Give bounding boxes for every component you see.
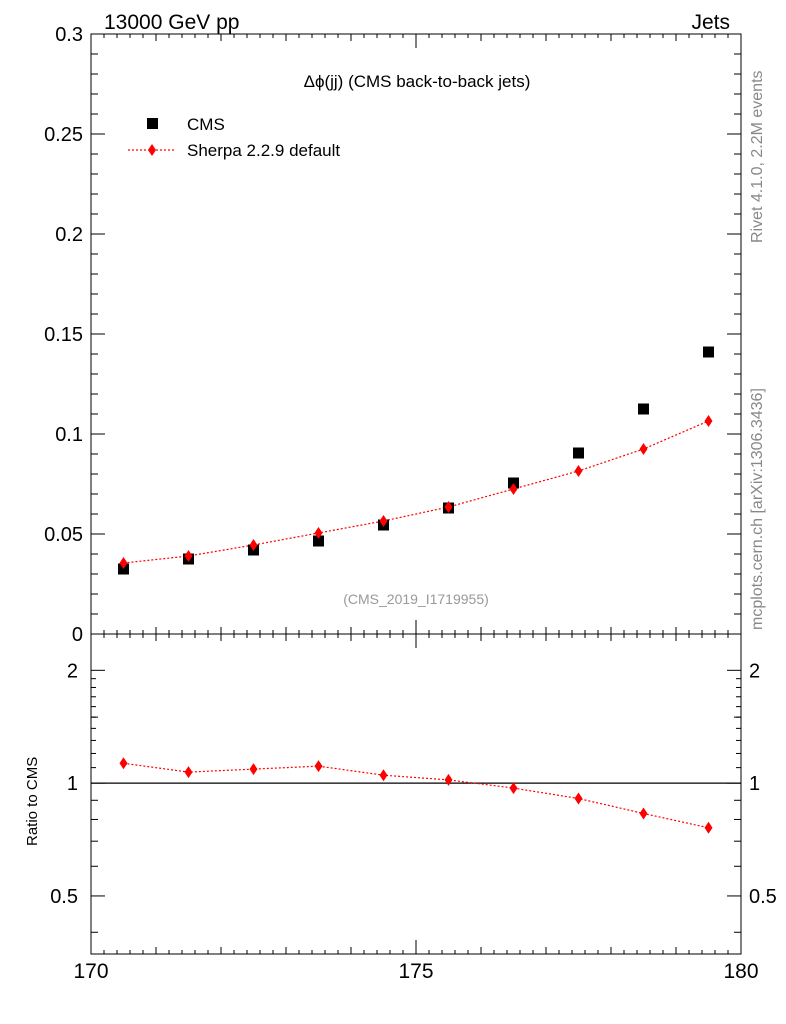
energy-label: 13000 GeV pp (104, 11, 239, 34)
y-tick-label: 0.1 (55, 424, 83, 446)
main-series (118, 346, 714, 575)
ratio-point (379, 769, 388, 782)
ratio-point (639, 807, 648, 820)
cms-point (313, 535, 324, 547)
main-axes: 0 0.05 0.1 0.15 0.2 0.25 0.3 (44, 24, 742, 646)
ratio-point (704, 821, 713, 834)
y-tick-label: 0.25 (44, 124, 83, 146)
ratio-y-tick-label: 0.5 (50, 886, 78, 908)
y-tick-label: 0.3 (55, 24, 83, 46)
ratio-axes: 170 175 180 0.5 0.5 1 1 2 2 (50, 634, 777, 983)
y-tick-label: 0.05 (44, 524, 83, 546)
legend-cms-marker (147, 118, 158, 129)
sherpa-point (639, 443, 648, 455)
legend: CMS Sherpa 2.2.9 default (128, 115, 340, 160)
legend-cms-label: CMS (187, 115, 225, 134)
sherpa-point (314, 527, 323, 539)
rivet-label: Rivet 4.1.0, 2.2M events (749, 70, 766, 243)
y-tick-label: 0.2 (55, 224, 83, 246)
sherpa-point (379, 515, 388, 527)
ratio-point (314, 760, 323, 773)
ratio-y-tick-label-right: 2 (749, 660, 760, 682)
process-label: Jets (691, 11, 730, 34)
ratio-point (509, 782, 518, 795)
ratio-point (249, 763, 258, 776)
y-tick-label: 0.15 (44, 324, 83, 346)
ratio-series (119, 757, 713, 834)
mcplots-label: mcplots.cern.ch [arXiv:1306.3436] (749, 388, 766, 630)
ratio-y-tick-label-right: 0.5 (749, 886, 777, 908)
legend-sherpa-label: Sherpa 2.2.9 default (187, 141, 340, 160)
cms-point (638, 403, 649, 415)
x-tick-label: 180 (723, 960, 758, 983)
cms-point (703, 346, 714, 358)
ratio-frame (90, 633, 742, 955)
plot-title: Δϕ(jj) (CMS back-to-back jets) (304, 72, 531, 91)
legend-sherpa-marker (148, 144, 156, 156)
cms-point (573, 447, 584, 459)
ratio-point (574, 792, 583, 805)
y-tick-label: 0 (72, 624, 83, 646)
sherpa-point (509, 483, 518, 495)
sherpa-point (444, 501, 453, 513)
ratio-ylabel: Ratio to CMS (24, 757, 41, 846)
sherpa-point (704, 415, 713, 427)
x-tick-label: 170 (73, 960, 108, 983)
sherpa-line (123, 420, 709, 564)
ratio-y-tick-label-right: 1 (749, 773, 760, 795)
ratio-y-tick-label: 1 (67, 773, 78, 795)
ratio-line (123, 762, 709, 829)
ratio-point (444, 773, 453, 786)
ratio-point (119, 757, 128, 770)
ratio-y-tick-label: 2 (67, 660, 78, 682)
x-tick-label: 175 (398, 960, 433, 983)
analysis-id: (CMS_2019_I1719955) (343, 591, 489, 607)
sherpa-point (119, 557, 128, 569)
sherpa-point (249, 539, 258, 551)
sherpa-point (574, 465, 583, 477)
ratio-point (184, 766, 193, 779)
sherpa-point (184, 550, 193, 562)
